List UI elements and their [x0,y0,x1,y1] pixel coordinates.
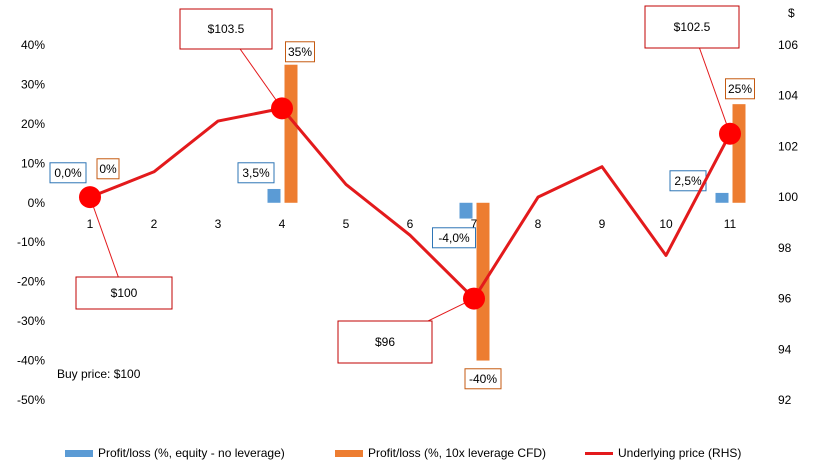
y-left-tick-label: -50% [17,393,45,407]
y-left-tick-label: 30% [21,77,45,91]
data-label-equity: 0,0% [54,166,82,180]
legend-label-price: Underlying price (RHS) [618,446,742,460]
y-right-tick-label: 102 [778,139,798,153]
data-label-equity: -4,0% [438,231,470,245]
data-label-box-cfd [464,368,502,390]
data-label-cfd: 35% [288,45,312,59]
data-label-box-cfd [285,41,315,63]
data-label-box-equity [432,227,476,249]
y-left-tick-label: -10% [17,235,45,249]
data-label-box-equity [49,162,87,184]
legend-swatch-cfd [335,449,363,457]
y-left-tick-label: 20% [21,117,45,131]
legend-item-price: Underlying price (RHS) [585,446,741,460]
chart-plot-area: 40%30%20%10%0%-10%-20%-30%-40%-50%106104… [17,5,798,407]
y-right-tick-label: 98 [778,241,792,255]
data-label-cfd: 0% [99,162,117,176]
y-right-tick-label: 100 [778,190,798,204]
x-tick-label: 1 [87,217,94,231]
y-left-tick-label: 10% [21,156,45,170]
y-right-tick-label: 94 [778,342,792,356]
data-label-box-cfd [96,158,120,180]
x-tick-label: 4 [279,217,286,231]
price-marker [271,97,293,120]
x-tick-label: 7 [471,217,478,231]
legend-label-equity: Profit/loss (%, equity - no leverage) [98,446,285,460]
callout-label: $100 [111,286,138,300]
bar-equity [267,188,281,203]
callout-box [644,5,740,49]
data-label-cfd: 25% [728,82,752,96]
x-tick-label: 11 [724,217,737,231]
price-marker [79,186,101,209]
y-right-tick-label: 104 [778,89,798,103]
y-left-tick-label: -40% [17,354,45,368]
chart-legend: Profit/loss (%, equity - no leverage) Pr… [0,446,815,464]
price-marker [719,122,741,145]
y-right-tick-label: 106 [778,38,798,52]
y-left-tick-label: -20% [17,275,45,289]
bar-equity [715,192,729,203]
data-label-box-equity [237,162,275,184]
callout-box [337,320,433,364]
y-right-tick-label: 96 [778,292,792,306]
x-tick-label: 6 [407,217,414,231]
price-line [89,106,732,301]
y-right-tick-label: 92 [778,393,792,407]
x-tick-label: 3 [215,217,222,231]
callout-box [75,276,173,310]
callout-box [179,8,273,50]
y-left-tick-label: -30% [17,314,45,328]
y-left-tick-label: 40% [21,38,45,52]
data-label-cfd: -40% [469,372,497,386]
legend-item-cfd: Profit/loss (%, 10x leverage CFD) [335,446,546,460]
callout-label: $96 [375,335,395,349]
y-right-unit-label: $ [788,6,795,20]
legend-line-price [585,451,613,455]
bar-cfd [732,104,746,203]
legend-swatch-equity [65,449,93,457]
price-marker [463,287,485,310]
data-label-box-cfd [725,78,755,100]
buy-price-note: Buy price: $100 [57,367,141,381]
callout-label: $103.5 [208,22,245,36]
bar-cfd [284,64,298,203]
legend-label-cfd: Profit/loss (%, 10x leverage CFD) [368,446,547,460]
legend-item-equity: Profit/loss (%, equity - no leverage) [65,446,285,460]
x-tick-label: 5 [343,217,350,231]
x-tick-label: 8 [535,217,542,231]
bar-equity [459,202,473,219]
data-label-equity: 3,5% [242,166,270,180]
data-label-equity: 2,5% [674,174,702,188]
y-left-tick-label: 0% [28,196,46,210]
x-tick-label: 10 [659,217,673,231]
x-tick-label: 2 [151,217,158,231]
callout-label: $102.5 [674,20,711,34]
x-tick-label: 9 [599,217,606,231]
